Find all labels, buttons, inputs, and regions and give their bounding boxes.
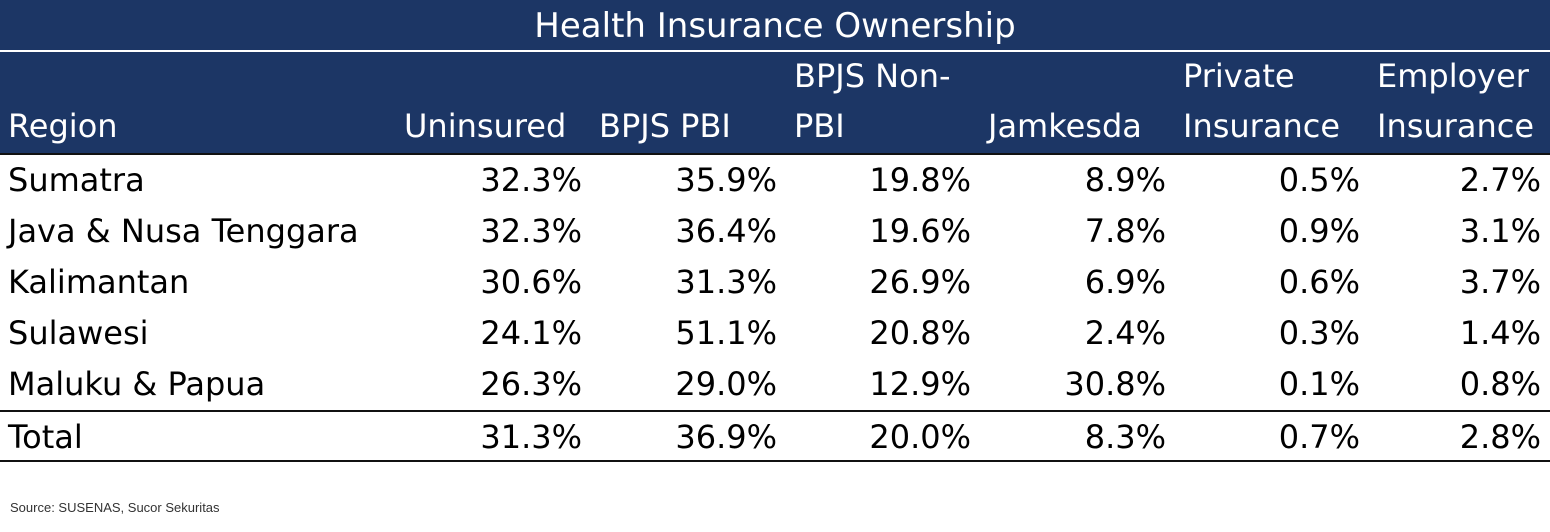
region-label: Sulawesi	[8, 314, 149, 352]
value-bpjs-non-pbi: 26.9%	[869, 263, 971, 301]
value-bpjs-non-pbi: 19.8%	[869, 161, 971, 199]
header-employer-insurance: Employer Insurance	[1377, 57, 1534, 145]
value-jamkesda: 2.4%	[1084, 314, 1166, 352]
table-row: Maluku & Papua 26.3% 29.0% 12.9% 30.8% 0.1% 0.…	[0, 359, 1550, 410]
value-bpjs-pbi: 36.9%	[675, 418, 777, 456]
header-uninsured: Uninsured	[404, 107, 567, 145]
value-uninsured: 31.3%	[480, 418, 582, 456]
table-row: Sumatra 32.3% 35.9% 19.8% 8.9% 0.5% 2.7%	[0, 155, 1550, 206]
value-employer-insurance: 0.8%	[1459, 365, 1541, 403]
value-bpjs-pbi: 36.4%	[675, 212, 777, 250]
value-employer-insurance: 2.7%	[1459, 161, 1541, 199]
source-note: Source: SUSENAS, Sucor Sekuritas	[10, 500, 220, 515]
value-private-insurance: 0.3%	[1278, 314, 1360, 352]
value-jamkesda: 7.8%	[1084, 212, 1166, 250]
value-uninsured: 30.6%	[480, 263, 582, 301]
value-employer-insurance: 3.1%	[1459, 212, 1541, 250]
value-private-insurance: 0.5%	[1278, 161, 1360, 199]
region-label: Total	[8, 418, 83, 456]
value-bpjs-pbi: 35.9%	[675, 161, 777, 199]
value-jamkesda: 8.9%	[1084, 161, 1166, 199]
value-bpjs-pbi: 29.0%	[675, 365, 777, 403]
header-jamkesda: Jamkesda	[988, 107, 1142, 145]
value-bpjs-non-pbi: 20.8%	[869, 314, 971, 352]
table-body: Sumatra 32.3% 35.9% 19.8% 8.9% 0.5% 2.7% Java &…	[0, 155, 1550, 462]
header-bpjs-non-pbi: BPJS Non- PBI	[794, 57, 951, 145]
value-jamkesda: 8.3%	[1084, 418, 1166, 456]
region-label: Java & Nusa Tenggara	[8, 212, 359, 250]
value-bpjs-pbi: 51.1%	[675, 314, 777, 352]
value-private-insurance: 0.6%	[1278, 263, 1360, 301]
value-bpjs-pbi: 31.3%	[675, 263, 777, 301]
value-private-insurance: 0.7%	[1278, 418, 1360, 456]
table-row: Java & Nusa Tenggara 32.3% 36.4% 19.6% 7.8% 0…	[0, 206, 1550, 257]
value-uninsured: 26.3%	[480, 365, 582, 403]
header-private-insurance: Private Insurance	[1183, 57, 1340, 145]
value-bpjs-non-pbi: 12.9%	[869, 365, 971, 403]
region-label: Maluku & Papua	[8, 365, 266, 403]
value-jamkesda: 6.9%	[1084, 263, 1166, 301]
insurance-table: Health Insurance Ownership Region Uninsu…	[0, 0, 1550, 462]
value-bpjs-non-pbi: 20.0%	[869, 418, 971, 456]
value-bpjs-non-pbi: 19.6%	[869, 212, 971, 250]
value-private-insurance: 0.9%	[1278, 212, 1360, 250]
header-bpjs-pbi: BPJS PBI	[599, 107, 731, 145]
value-jamkesda: 30.8%	[1064, 365, 1166, 403]
header-row: Region Uninsured BPJS PBI BPJS Non- PBI …	[0, 52, 1550, 155]
value-employer-insurance: 1.4%	[1459, 314, 1541, 352]
table-row: Kalimantan 30.6% 31.3% 26.9% 6.9% 0.6% 3.7%	[0, 257, 1550, 308]
value-employer-insurance: 3.7%	[1459, 263, 1541, 301]
value-private-insurance: 0.1%	[1278, 365, 1360, 403]
total-row: Total 31.3% 36.9% 20.0% 8.3% 0.7% 2.8%	[0, 410, 1550, 462]
value-uninsured: 32.3%	[480, 161, 582, 199]
value-uninsured: 32.3%	[480, 212, 582, 250]
table-row: Sulawesi 24.1% 51.1% 20.8% 2.4% 0.3% 1.4%	[0, 308, 1550, 359]
region-label: Kalimantan	[8, 263, 190, 301]
region-label: Sumatra	[8, 161, 145, 199]
value-uninsured: 24.1%	[480, 314, 582, 352]
value-employer-insurance: 2.8%	[1459, 418, 1541, 456]
header-region: Region	[8, 107, 118, 145]
table-title: Health Insurance Ownership	[0, 0, 1550, 52]
